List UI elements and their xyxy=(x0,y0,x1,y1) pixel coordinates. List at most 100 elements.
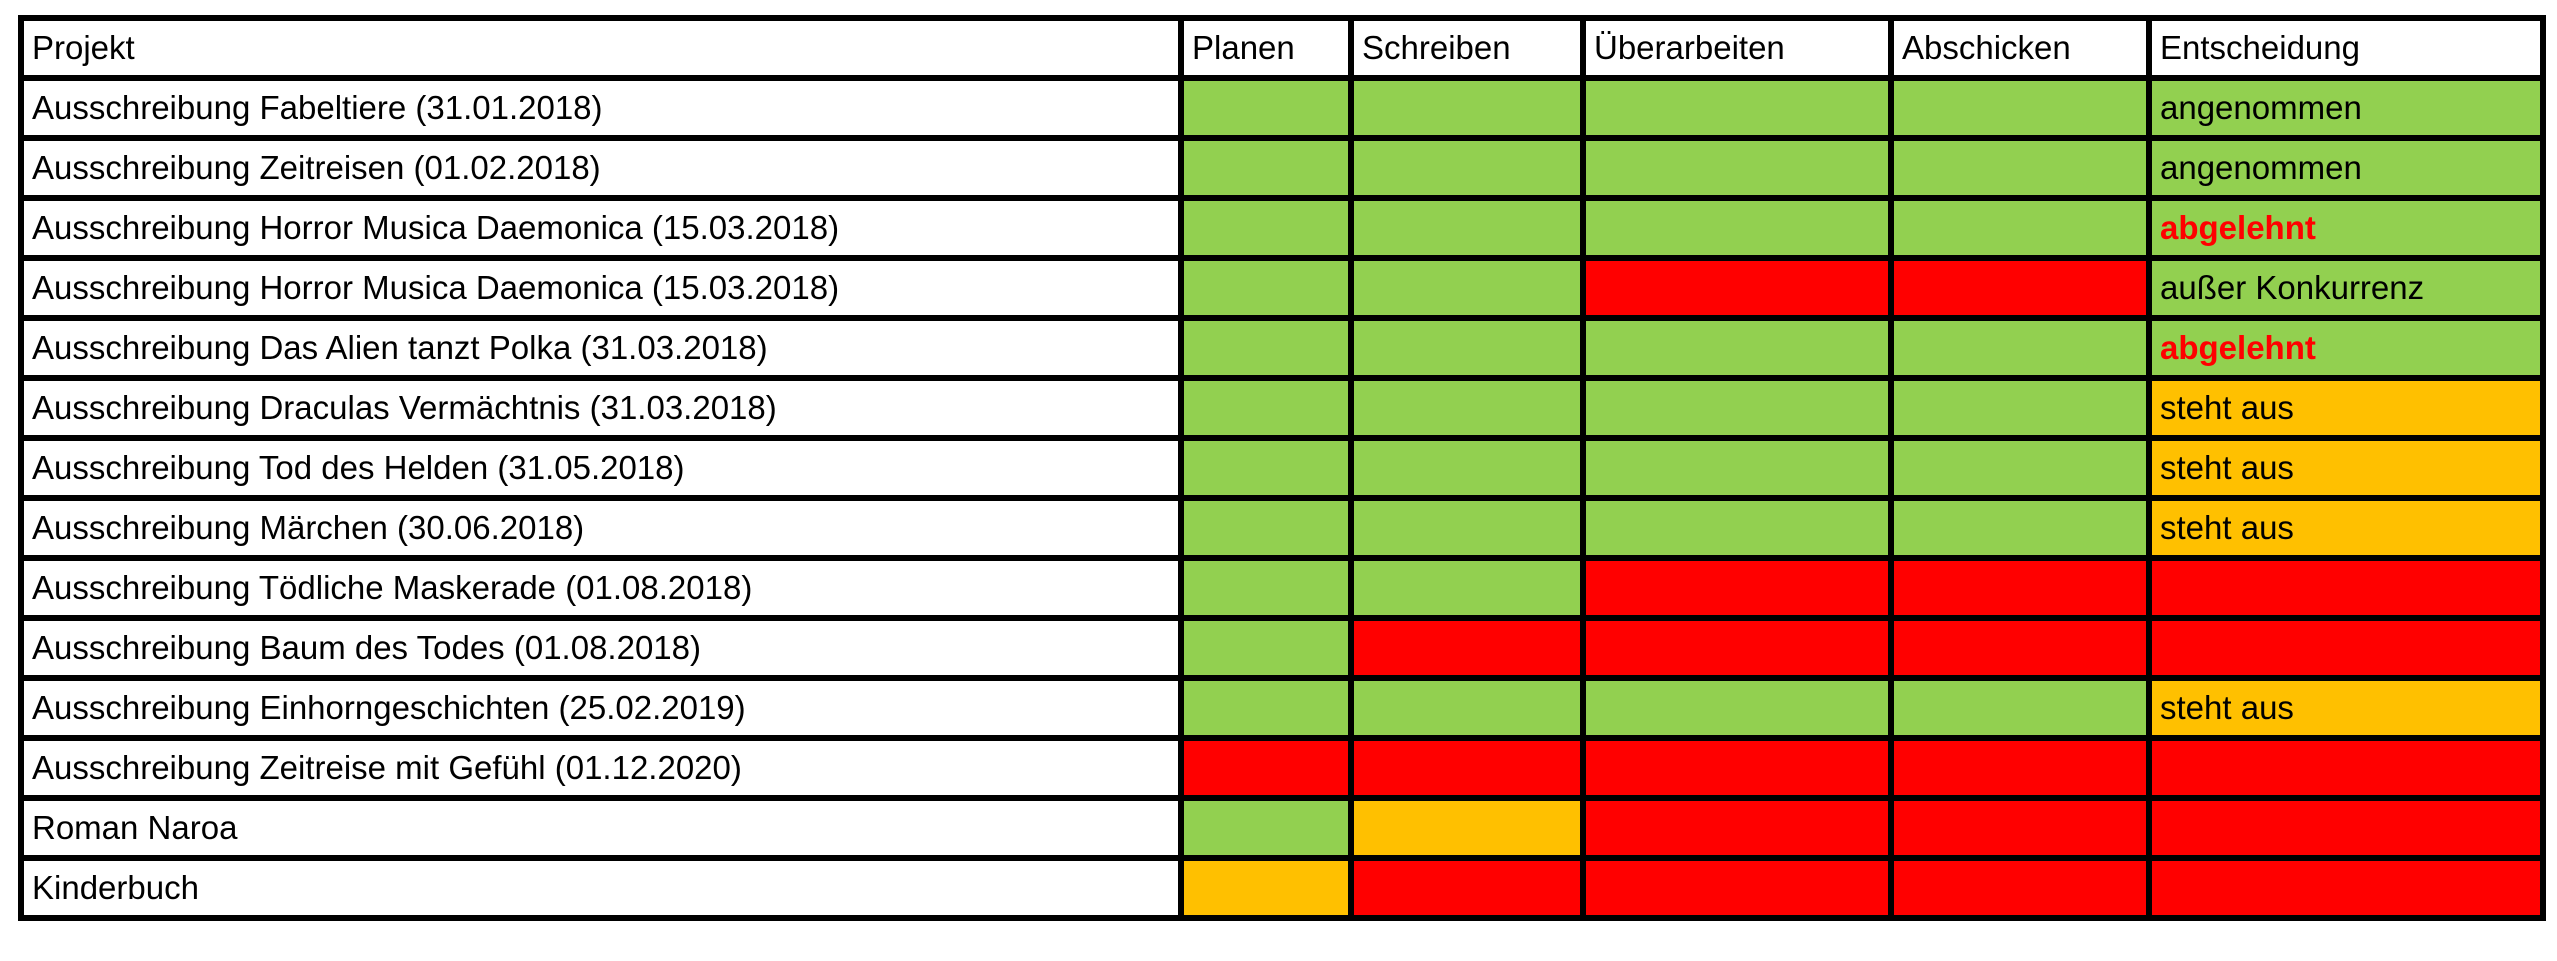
stage-cell-schreiben[interactable] xyxy=(1348,495,1586,561)
stage-cell-abschicken[interactable] xyxy=(1888,315,2152,381)
project-cell[interactable]: Roman Naroa xyxy=(18,795,1184,861)
stage-cell-abschicken[interactable] xyxy=(1888,555,2152,621)
project-cell[interactable]: Ausschreibung Märchen (30.06.2018) xyxy=(18,495,1184,561)
stage-cell-abschicken[interactable] xyxy=(1888,495,2152,561)
stage-cell-planen[interactable] xyxy=(1178,855,1354,921)
table-row: Ausschreibung Zeitreisen (01.02.2018) ang… xyxy=(18,135,2546,201)
project-cell[interactable]: Ausschreibung Einhorngeschichten (25.02.… xyxy=(18,675,1184,741)
column-header-schreiben[interactable]: Schreiben xyxy=(1348,15,1586,81)
stage-cell-ueberarbeiten[interactable] xyxy=(1580,735,1894,801)
table-row: Ausschreibung Draculas Vermächtnis (31.0… xyxy=(18,375,2546,441)
stage-cell-abschicken[interactable] xyxy=(1888,195,2152,261)
table-row: Ausschreibung Das Alien tanzt Polka (31.… xyxy=(18,315,2546,381)
column-header-ueberarbeiten[interactable]: Überarbeiten xyxy=(1580,15,1894,81)
decision-cell[interactable] xyxy=(2146,555,2546,621)
stage-cell-ueberarbeiten[interactable] xyxy=(1580,375,1894,441)
stage-cell-abschicken[interactable] xyxy=(1888,735,2152,801)
stage-cell-abschicken[interactable] xyxy=(1888,675,2152,741)
column-header-planen[interactable]: Planen xyxy=(1178,15,1354,81)
stage-cell-planen[interactable] xyxy=(1178,795,1354,861)
stage-cell-schreiben[interactable] xyxy=(1348,75,1586,141)
project-cell[interactable]: Ausschreibung Zeitreisen (01.02.2018) xyxy=(18,135,1184,201)
column-header-abschicken[interactable]: Abschicken xyxy=(1888,15,2152,81)
decision-cell[interactable]: steht aus xyxy=(2146,675,2546,741)
stage-cell-ueberarbeiten[interactable] xyxy=(1580,555,1894,621)
stage-cell-abschicken[interactable] xyxy=(1888,795,2152,861)
project-cell[interactable]: Ausschreibung Zeitreise mit Gefühl (01.1… xyxy=(18,735,1184,801)
stage-cell-abschicken[interactable] xyxy=(1888,135,2152,201)
project-cell[interactable]: Ausschreibung Draculas Vermächtnis (31.0… xyxy=(18,375,1184,441)
decision-cell[interactable]: angenommen xyxy=(2146,75,2546,141)
decision-cell[interactable] xyxy=(2146,795,2546,861)
decision-cell[interactable] xyxy=(2146,615,2546,681)
stage-cell-planen[interactable] xyxy=(1178,315,1354,381)
stage-cell-schreiben[interactable] xyxy=(1348,855,1586,921)
stage-cell-abschicken[interactable] xyxy=(1888,435,2152,501)
stage-cell-planen[interactable] xyxy=(1178,195,1354,261)
column-header-entscheidung[interactable]: Entscheidung xyxy=(2146,15,2546,81)
stage-cell-planen[interactable] xyxy=(1178,435,1354,501)
decision-cell[interactable]: steht aus xyxy=(2146,435,2546,501)
stage-cell-planen[interactable] xyxy=(1178,135,1354,201)
stage-cell-abschicken[interactable] xyxy=(1888,255,2152,321)
stage-cell-schreiben[interactable] xyxy=(1348,315,1586,381)
project-cell[interactable]: Ausschreibung Horror Musica Daemonica (1… xyxy=(18,195,1184,261)
stage-cell-abschicken[interactable] xyxy=(1888,615,2152,681)
decision-cell[interactable] xyxy=(2146,735,2546,801)
project-cell[interactable]: Ausschreibung Das Alien tanzt Polka (31.… xyxy=(18,315,1184,381)
stage-cell-abschicken[interactable] xyxy=(1888,855,2152,921)
stage-cell-ueberarbeiten[interactable] xyxy=(1580,855,1894,921)
decision-cell[interactable]: außer Konkurrenz xyxy=(2146,255,2546,321)
project-cell[interactable]: Kinderbuch xyxy=(18,855,1184,921)
stage-cell-planen[interactable] xyxy=(1178,735,1354,801)
project-cell[interactable]: Ausschreibung Tod des Helden (31.05.2018… xyxy=(18,435,1184,501)
stage-cell-planen[interactable] xyxy=(1178,495,1354,561)
table-body: Ausschreibung Fabeltiere (31.01.2018) ang… xyxy=(18,75,2546,921)
stage-cell-ueberarbeiten[interactable] xyxy=(1580,675,1894,741)
table-row: Ausschreibung Fabeltiere (31.01.2018) ang… xyxy=(18,75,2546,141)
stage-cell-ueberarbeiten[interactable] xyxy=(1580,435,1894,501)
stage-cell-planen[interactable] xyxy=(1178,375,1354,441)
column-header-projekt[interactable]: Projekt xyxy=(18,15,1184,81)
header-row: Projekt Planen Schreiben Überarbeiten Ab… xyxy=(18,15,2546,81)
table-row: Ausschreibung Tödliche Maskerade (01.08.… xyxy=(18,555,2546,621)
table-row: Ausschreibung Horror Musica Daemonica (1… xyxy=(18,195,2546,261)
stage-cell-schreiben[interactable] xyxy=(1348,375,1586,441)
stage-cell-schreiben[interactable] xyxy=(1348,615,1586,681)
stage-cell-ueberarbeiten[interactable] xyxy=(1580,75,1894,141)
stage-cell-schreiben[interactable] xyxy=(1348,735,1586,801)
decision-cell[interactable]: abgelehnt xyxy=(2146,195,2546,261)
stage-cell-schreiben[interactable] xyxy=(1348,435,1586,501)
stage-cell-ueberarbeiten[interactable] xyxy=(1580,495,1894,561)
stage-cell-abschicken[interactable] xyxy=(1888,75,2152,141)
stage-cell-ueberarbeiten[interactable] xyxy=(1580,795,1894,861)
stage-cell-ueberarbeiten[interactable] xyxy=(1580,255,1894,321)
stage-cell-schreiben[interactable] xyxy=(1348,195,1586,261)
project-cell[interactable]: Ausschreibung Baum des Todes (01.08.2018… xyxy=(18,615,1184,681)
stage-cell-ueberarbeiten[interactable] xyxy=(1580,315,1894,381)
table-row: Kinderbuch xyxy=(18,855,2546,921)
stage-cell-schreiben[interactable] xyxy=(1348,135,1586,201)
decision-cell[interactable]: angenommen xyxy=(2146,135,2546,201)
project-cell[interactable]: Ausschreibung Tödliche Maskerade (01.08.… xyxy=(18,555,1184,621)
stage-cell-planen[interactable] xyxy=(1178,75,1354,141)
stage-cell-planen[interactable] xyxy=(1178,615,1354,681)
project-cell[interactable]: Ausschreibung Horror Musica Daemonica (1… xyxy=(18,255,1184,321)
decision-cell[interactable]: abgelehnt xyxy=(2146,315,2546,381)
stage-cell-abschicken[interactable] xyxy=(1888,375,2152,441)
stage-cell-schreiben[interactable] xyxy=(1348,795,1586,861)
stage-cell-planen[interactable] xyxy=(1178,555,1354,621)
project-cell[interactable]: Ausschreibung Fabeltiere (31.01.2018) xyxy=(18,75,1184,141)
stage-cell-ueberarbeiten[interactable] xyxy=(1580,135,1894,201)
stage-cell-planen[interactable] xyxy=(1178,675,1354,741)
stage-cell-schreiben[interactable] xyxy=(1348,255,1586,321)
decision-cell[interactable]: steht aus xyxy=(2146,375,2546,441)
stage-cell-planen[interactable] xyxy=(1178,255,1354,321)
stage-cell-ueberarbeiten[interactable] xyxy=(1580,195,1894,261)
stage-cell-ueberarbeiten[interactable] xyxy=(1580,615,1894,681)
stage-cell-schreiben[interactable] xyxy=(1348,555,1586,621)
stage-cell-schreiben[interactable] xyxy=(1348,675,1586,741)
decision-cell[interactable]: steht aus xyxy=(2146,495,2546,561)
decision-cell[interactable] xyxy=(2146,855,2546,921)
